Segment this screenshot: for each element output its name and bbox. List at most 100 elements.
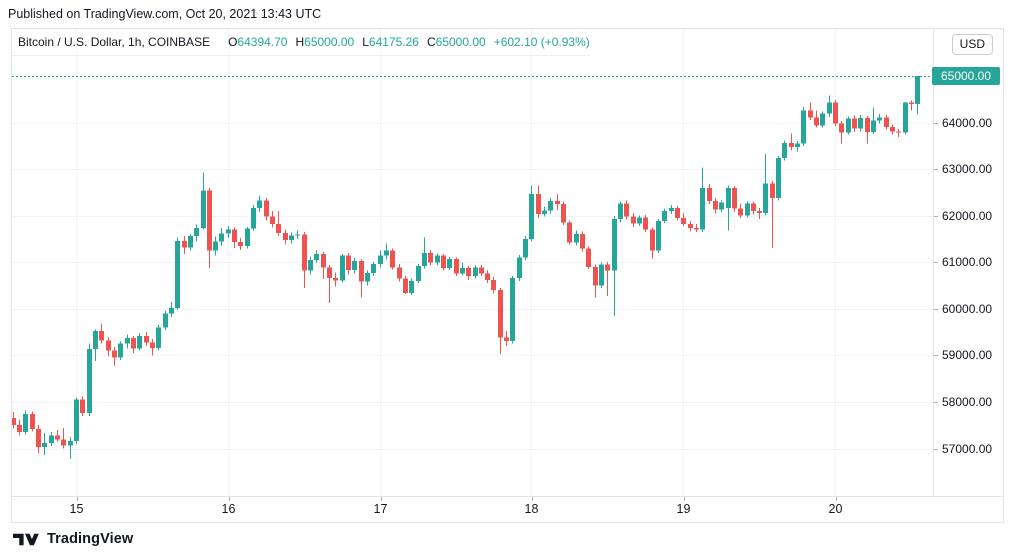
candle-body-up xyxy=(435,255,440,263)
candle-body-up xyxy=(87,348,92,414)
currency-toggle-button[interactable]: USD xyxy=(951,34,993,55)
price-tick-label: 59000.00 xyxy=(942,348,993,363)
candle-body-down xyxy=(536,193,541,214)
candle-body-down xyxy=(321,253,326,268)
candle-body-up xyxy=(188,236,193,248)
candle-body-up xyxy=(169,307,174,314)
candle-body-up xyxy=(194,227,199,237)
candle-body-down xyxy=(238,241,243,246)
price-tick-label: 58000.00 xyxy=(942,394,993,409)
candle-body-up xyxy=(365,272,370,282)
candle-body-down xyxy=(441,255,446,268)
candle-body-up xyxy=(352,260,357,271)
open-value: 64394.70 xyxy=(237,35,288,49)
candle-body-down xyxy=(789,143,794,147)
candle-body-down xyxy=(865,117,870,132)
time-tick-mark xyxy=(229,497,230,501)
candle-body-up xyxy=(226,229,231,234)
price-axis[interactable]: USD 65000.00 64000.00 63000.00 62000.00 610… xyxy=(932,29,1003,496)
candle-body-down xyxy=(112,350,117,358)
candle-body-down xyxy=(624,203,629,217)
candle-body-up xyxy=(763,183,768,213)
candle-body-up xyxy=(422,252,427,266)
price-tick-mark xyxy=(934,169,938,170)
tradingview-logo[interactable]: TradingView xyxy=(13,531,133,547)
time-tick-label: 16 xyxy=(221,502,236,516)
price-tick-label: 57000.00 xyxy=(942,441,993,456)
candle-body-down xyxy=(403,278,408,293)
candle-body-down xyxy=(808,110,813,118)
candle-body-down xyxy=(694,227,699,230)
candle-body-up xyxy=(820,113,825,126)
candle-body-up xyxy=(74,399,79,442)
time-tick-mark xyxy=(684,497,685,501)
candlestick-pane[interactable] xyxy=(12,29,933,496)
candle-body-up xyxy=(517,257,522,279)
candle-body-up xyxy=(163,313,168,328)
candle-body-up xyxy=(340,255,345,281)
high-value: 65000.00 xyxy=(304,35,355,49)
candle-body-up xyxy=(201,190,206,228)
candle-body-up xyxy=(42,442,47,448)
change-value: +602.10 (+0.93%) xyxy=(493,35,590,49)
candle-body-up xyxy=(23,414,28,433)
candle-body-up xyxy=(915,76,920,105)
candle-body-up xyxy=(409,280,414,293)
candle-body-up xyxy=(618,203,623,219)
time-tick-label: 19 xyxy=(676,502,691,516)
candle-body-down xyxy=(890,127,895,132)
candle-body-up xyxy=(175,240,180,308)
candle-body-up xyxy=(49,435,54,443)
high-label: H xyxy=(295,35,305,49)
candle-body-down xyxy=(884,117,889,128)
candle-body-up xyxy=(510,278,515,341)
candle-body-down xyxy=(631,216,636,224)
candle-body-up xyxy=(460,267,465,274)
price-tick-label: 60000.00 xyxy=(942,301,993,316)
last-price-label: 65000.00 xyxy=(932,67,1000,85)
candle-body-down xyxy=(232,229,237,242)
candle-body-down xyxy=(106,340,111,351)
candle-body-down xyxy=(833,102,838,124)
candle-body-down xyxy=(770,183,775,198)
candle-body-up xyxy=(801,110,806,144)
candle-body-down xyxy=(428,252,433,263)
candle-body-up xyxy=(295,234,300,236)
candle-body-down xyxy=(302,234,307,271)
candle-body-up xyxy=(68,441,73,446)
candle-body-up xyxy=(416,265,421,281)
time-tick-label: 17 xyxy=(373,502,388,516)
candle-body-down xyxy=(276,224,281,233)
candle-body-down xyxy=(131,338,136,349)
candle-body-down xyxy=(896,131,901,133)
candle-body-down xyxy=(504,337,509,341)
time-tick-mark xyxy=(77,497,78,501)
candle-body-down xyxy=(270,216,275,225)
candle-body-up xyxy=(827,102,832,114)
candle-body-up xyxy=(877,117,882,121)
candle-body-down xyxy=(479,267,484,274)
candle-body-up xyxy=(219,233,224,242)
candle-body-down xyxy=(36,428,41,448)
price-tick-label: 64000.00 xyxy=(942,115,993,130)
candle-body-down xyxy=(150,342,155,348)
candle-body-down xyxy=(182,240,187,248)
candle-body-up xyxy=(473,267,478,277)
candle-body-up xyxy=(871,120,876,132)
price-tick-mark xyxy=(934,449,938,450)
candle-body-down xyxy=(454,258,459,274)
time-axis[interactable]: 15 16 17 18 19 20 xyxy=(12,496,1003,522)
candle-body-up xyxy=(156,327,161,348)
candle-body-down xyxy=(593,266,598,286)
candle-body-up xyxy=(548,200,553,211)
time-tick-label: 15 xyxy=(69,502,84,516)
tradingview-logo-icon xyxy=(13,533,39,545)
candle-body-down xyxy=(207,190,212,251)
candle-body-up xyxy=(125,338,130,344)
low-value: 64175.26 xyxy=(368,35,419,49)
chart-widget-frame: Bitcoin / U.S. Dollar, 1h, COINBASE O 643… xyxy=(11,28,1004,523)
symbol-legend: Bitcoin / U.S. Dollar, 1h, COINBASE O 643… xyxy=(12,29,590,56)
candle-body-down xyxy=(390,250,395,268)
candle-body-down xyxy=(580,233,585,249)
candle-body-up xyxy=(745,203,750,216)
